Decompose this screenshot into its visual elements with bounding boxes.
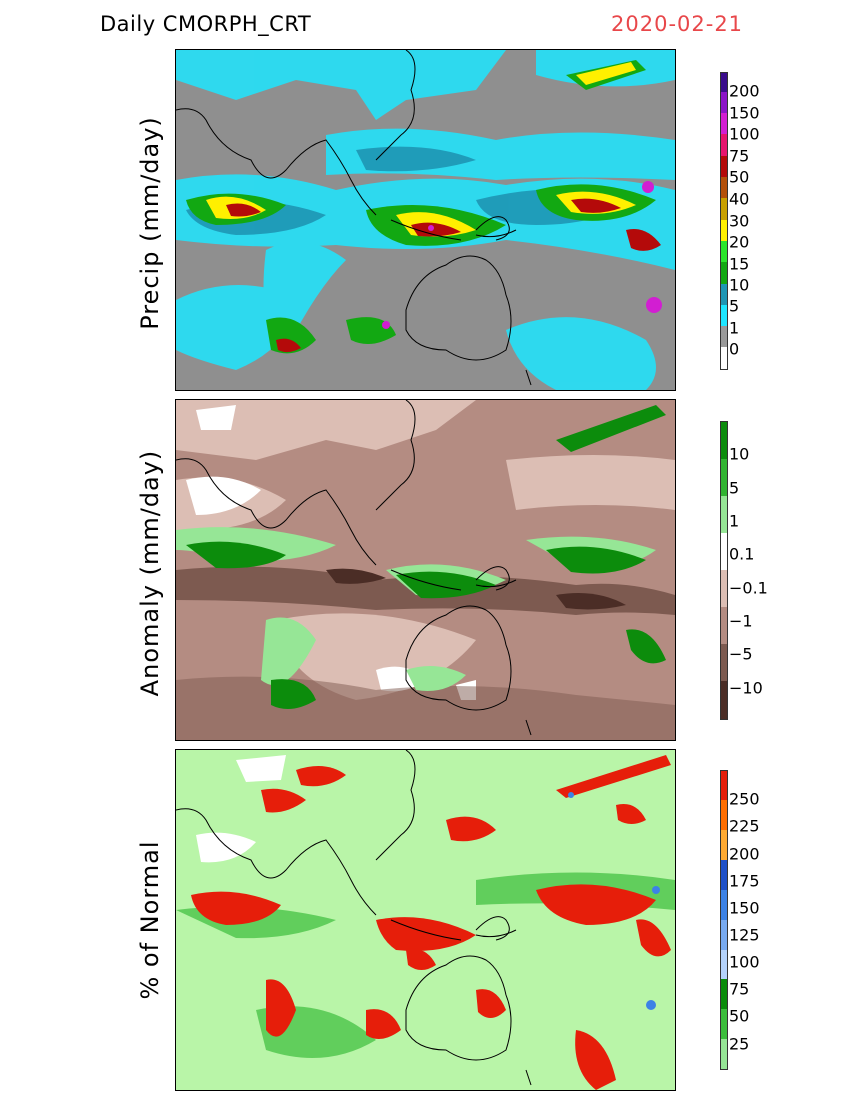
colorbar-label: 1 — [729, 318, 740, 338]
colorbar-label: 125 — [729, 925, 760, 945]
colorbar-swatch — [721, 681, 727, 719]
colorbar-swatch — [721, 607, 727, 644]
colorbar-label: 75 — [729, 979, 750, 999]
anomaly-axis-label: Anomaly (mm/day) — [136, 449, 164, 697]
colorbar-label: −0.1 — [729, 578, 768, 598]
colorbar-label: 25 — [729, 1034, 750, 1054]
colorbar-label: −1 — [729, 611, 753, 631]
colorbar-swatch — [721, 220, 727, 241]
colorbar-label: 175 — [729, 871, 760, 891]
colorbar-swatch — [721, 1009, 727, 1039]
colorbar-swatch — [721, 156, 727, 177]
precip-colorbar-labels: 200 150 100 75 50 40 30 20 15 10 5 1 0 — [729, 0, 789, 400]
colorbar-swatch — [721, 305, 727, 326]
colorbar-swatch — [721, 979, 727, 1009]
colorbar-swatch — [721, 92, 727, 113]
colorbar-swatch — [721, 73, 727, 92]
colorbar-label: 250 — [729, 789, 760, 809]
colorbar-label: 5 — [729, 478, 740, 498]
colorbar-label: 100 — [729, 124, 760, 144]
map-title: Daily CMORPH_CRT — [100, 12, 312, 36]
colorbar-label: 75 — [729, 146, 750, 166]
colorbar-swatch — [721, 570, 727, 607]
anomaly-colorbar-labels: 10 5 1 0.1 −0.1 −1 −5 −10 — [729, 0, 789, 750]
colorbar-swatch — [721, 830, 727, 860]
precip-axis-label: Precip (mm/day) — [136, 116, 164, 330]
colorbar-label: −5 — [729, 644, 753, 664]
colorbar-swatch — [721, 644, 727, 681]
percent-axis-label: % of Normal — [136, 840, 164, 1000]
anomaly-colorbar — [720, 421, 728, 720]
colorbar-label: 200 — [729, 81, 760, 101]
colorbar-label: 1 — [729, 511, 740, 531]
colorbar-label: 0 — [729, 339, 740, 359]
colorbar-swatch — [721, 1039, 727, 1069]
percent-colorbar-labels: 250 225 200 175 150 125 100 75 50 25 — [729, 0, 789, 1100]
percent-map — [175, 749, 676, 1091]
colorbar-swatch — [721, 771, 727, 800]
colorbar-swatch — [721, 422, 727, 459]
colorbar-swatch — [721, 284, 727, 305]
colorbar-swatch — [721, 496, 727, 533]
colorbar-swatch — [721, 800, 727, 830]
colorbar-label: 50 — [729, 1006, 750, 1026]
colorbar-label: 20 — [729, 232, 750, 252]
precip-map — [175, 49, 676, 391]
colorbar-label: 150 — [729, 898, 760, 918]
colorbar-swatch — [721, 860, 727, 890]
precip-colorbar — [720, 72, 728, 370]
colorbar-label: 10 — [729, 275, 750, 295]
colorbar-label: 50 — [729, 167, 750, 187]
colorbar-label: 0.1 — [729, 544, 755, 564]
colorbar-swatch — [721, 262, 727, 284]
colorbar-label: 10 — [729, 444, 750, 464]
colorbar-label: 200 — [729, 844, 760, 864]
colorbar-swatch — [721, 198, 727, 220]
colorbar-label: 15 — [729, 254, 750, 274]
colorbar-swatch — [721, 459, 727, 496]
colorbar-label: −10 — [729, 678, 763, 698]
anomaly-map — [175, 399, 676, 741]
colorbar-label: 150 — [729, 103, 760, 123]
colorbar-label: 100 — [729, 952, 760, 972]
colorbar-swatch — [721, 920, 727, 950]
colorbar-swatch — [721, 950, 727, 979]
colorbar-swatch — [721, 134, 727, 156]
colorbar-label: 5 — [729, 296, 740, 316]
colorbar-label: 40 — [729, 189, 750, 209]
percent-colorbar — [720, 770, 728, 1070]
colorbar-swatch — [721, 533, 727, 570]
colorbar-swatch — [721, 241, 727, 262]
colorbar-swatch — [721, 113, 727, 134]
colorbar-swatch — [721, 177, 727, 198]
colorbar-label: 30 — [729, 211, 750, 231]
map-date: 2020-02-21 — [611, 12, 744, 36]
colorbar-swatch — [721, 890, 727, 920]
colorbar-swatch — [721, 326, 727, 347]
colorbar-label: 225 — [729, 816, 760, 836]
